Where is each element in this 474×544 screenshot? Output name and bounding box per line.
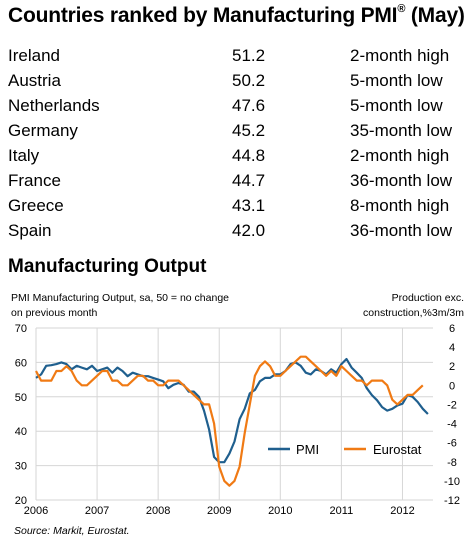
- y-right-tick-label: 6: [449, 323, 455, 335]
- country-cell: Ireland: [8, 46, 60, 65]
- y-left-tick-label: 50: [15, 392, 27, 404]
- table-row: Spain 42.0 36-month low: [8, 218, 468, 243]
- pmi-cell: 51.2: [232, 46, 266, 65]
- table-row: Netherlands 47.6 5-month low: [8, 93, 468, 118]
- pmi-cell: 47.6: [232, 96, 266, 115]
- right-axis-label-line-2: construction,%3m/3m: [363, 307, 464, 319]
- y-right-tick-label: -2: [447, 399, 457, 411]
- y-right-tick-label: -6: [447, 438, 457, 450]
- right-axis-label-line-1: Production exc.: [391, 292, 464, 304]
- x-tick-label: 2008: [146, 505, 170, 517]
- pmi-cell: 44.8: [232, 146, 266, 165]
- left-axis-label-line-2: on previous month: [11, 307, 98, 319]
- pmi-cell: 45.2: [232, 121, 266, 140]
- x-tick-label: 2011: [330, 505, 354, 517]
- pmi-ranking-table: Ireland 51.2 2-month high Austria 50.2 5-mont…: [8, 43, 468, 243]
- left-axis-label-line-1: PMI Manufacturing Output, sa, 50 = no ch…: [11, 292, 230, 304]
- pmi-cell: 44.7: [232, 171, 266, 190]
- status-cell: 2-month high: [350, 146, 450, 165]
- country-cell: Italy: [8, 146, 40, 165]
- country-cell: Germany: [8, 121, 78, 140]
- table-title: Countries ranked by Manufacturing PMI® (…: [8, 3, 465, 28]
- country-cell: France: [8, 171, 61, 190]
- y-right-tick-label: 0: [449, 380, 455, 392]
- y-right-tick-label: -10: [444, 476, 460, 488]
- left-axis-label: PMI Manufacturing Output, sa, 50 = no ch…: [11, 291, 229, 321]
- status-cell: 35-month low: [350, 121, 453, 140]
- table-row: Ireland 51.2 2-month high: [8, 43, 468, 68]
- status-cell: 5-month low: [350, 96, 443, 115]
- y-right-tick-label: 4: [449, 342, 455, 354]
- status-cell: 36-month low: [350, 171, 453, 190]
- country-cell: Austria: [8, 71, 61, 90]
- legend-label-eurostat: Eurostat: [373, 442, 422, 457]
- y-left-tick-label: 30: [15, 461, 27, 473]
- table-title-suffix: (May): [410, 4, 465, 27]
- country-cell: Netherlands: [8, 96, 100, 115]
- right-axis-label: Production exc. construction,%3m/3m: [363, 291, 464, 321]
- chart-heading: Manufacturing Output: [8, 256, 207, 277]
- x-tick-label: 2012: [390, 505, 414, 517]
- y-left-tick-label: 70: [15, 323, 27, 335]
- status-cell: 36-month low: [350, 221, 453, 240]
- country-cell: Spain: [8, 221, 52, 240]
- table-row: France 44.7 36-month low: [8, 168, 468, 193]
- table-row: Austria 50.2 5-month low: [8, 68, 468, 93]
- y-right-tick-label: -4: [447, 419, 457, 431]
- pmi-cell: 50.2: [232, 71, 266, 90]
- x-tick-label: 2006: [24, 505, 48, 517]
- table-row: Germany 45.2 35-month low: [8, 118, 468, 143]
- pmi-cell: 42.0: [232, 221, 266, 240]
- manufacturing-output-chart: 20 30 40 50 60 70 -12 -10 -8 -6 -4 -2 0 2 4 6 2006 2007 20…: [15, 323, 460, 517]
- y-right-tick-label: 2: [449, 361, 455, 373]
- x-tick-label: 2010: [268, 505, 292, 517]
- pmi-cell: 43.1: [232, 196, 266, 215]
- y-left-tick-label: 20: [15, 495, 27, 507]
- table-title-text: Countries ranked by Manufacturing PMI: [8, 4, 398, 27]
- y-left-tick-label: 60: [15, 357, 27, 369]
- status-cell: 5-month low: [350, 71, 443, 90]
- x-tick-label: 2009: [207, 505, 231, 517]
- y-left-tick-label: 40: [15, 426, 27, 438]
- y-right-tick-label: -8: [447, 457, 457, 469]
- status-cell: 2-month high: [350, 46, 450, 65]
- x-tick-label: 2007: [85, 505, 109, 517]
- source-note: Source: Markit, Eurostat.: [14, 525, 130, 537]
- country-cell: Greece: [8, 196, 64, 215]
- status-cell: 8-month high: [350, 196, 450, 215]
- table-row: Italy 44.8 2-month high: [8, 143, 468, 168]
- y-right-tick-label: -12: [444, 495, 460, 507]
- table-row: Greece 43.1 8-month high: [8, 193, 468, 218]
- legend-label-pmi: PMI: [296, 442, 319, 457]
- registered-mark: ®: [397, 3, 406, 15]
- series-line-eurostat: [35, 355, 424, 487]
- series-line-pmi: [35, 357, 429, 464]
